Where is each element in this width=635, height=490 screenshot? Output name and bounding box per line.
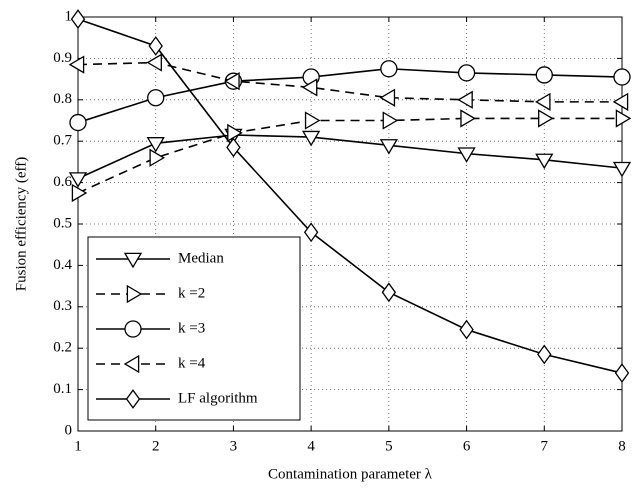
y-tick-label: 0.4 [53, 257, 72, 273]
marker [457, 147, 476, 163]
legend-marker [124, 320, 142, 338]
y-tick-label: 0.5 [53, 215, 72, 231]
legend-label: k =2 [178, 285, 205, 301]
x-tick-label: 5 [385, 438, 393, 454]
marker [535, 153, 554, 170]
y-tick-label: 0.7 [53, 133, 72, 149]
legend-label: Median [178, 250, 224, 266]
series-line [77, 61, 622, 103]
marker [460, 109, 476, 128]
marker [538, 109, 554, 128]
legend-marker [123, 354, 140, 374]
series-line [77, 67, 623, 124]
marker [613, 68, 631, 86]
x-tick-label: 4 [307, 438, 315, 454]
marker [612, 161, 632, 178]
legend-label: k =3 [178, 320, 205, 336]
marker [304, 111, 321, 130]
legend-marker [126, 284, 143, 304]
marker [457, 64, 476, 82]
y-tick-label: 0.6 [53, 174, 72, 190]
marker [148, 36, 163, 56]
series-line [77, 18, 623, 374]
marker [535, 92, 551, 112]
x-tick-label: 8 [618, 438, 626, 454]
marker [68, 172, 88, 188]
marker [226, 137, 241, 158]
marker [68, 55, 85, 74]
y-axis-label: Fusion efficiency (eff) [13, 157, 29, 291]
x-tick-label: 6 [463, 438, 471, 454]
x-tick-label: 3 [230, 438, 238, 454]
marker [70, 9, 86, 29]
series-line [77, 117, 622, 194]
marker [380, 60, 398, 78]
x-axis-label: Contamination parameter λ [268, 466, 433, 482]
marker [615, 109, 632, 128]
legend-label: k =4 [178, 355, 206, 371]
marker [69, 113, 87, 132]
marker [535, 66, 553, 84]
marker [71, 183, 88, 203]
marker [224, 72, 240, 91]
x-tick-label: 2 [152, 438, 160, 454]
marker [537, 344, 552, 365]
marker [459, 319, 474, 340]
y-tick-label: 0.3 [53, 298, 72, 314]
series-line [77, 134, 623, 180]
marker [612, 92, 629, 112]
x-tick-label: 7 [541, 438, 549, 454]
y-tick-label: 0.2 [53, 340, 72, 356]
marker [149, 148, 165, 167]
y-tick-label: 0.8 [53, 91, 72, 107]
legend-label: LF algorithm [178, 390, 258, 406]
marker [303, 222, 319, 243]
y-tick-label: 0.9 [53, 50, 72, 66]
marker [457, 90, 473, 109]
marker [301, 78, 318, 97]
marker [147, 89, 165, 107]
marker [302, 130, 321, 147]
marker [146, 53, 162, 72]
marker [381, 282, 397, 303]
marker [379, 88, 396, 107]
x-tick-label: 1 [74, 438, 82, 454]
marker [382, 111, 399, 130]
legend-marker [125, 389, 141, 409]
marker [146, 137, 165, 153]
y-tick-label: 0.1 [53, 381, 72, 397]
marker [227, 123, 243, 143]
y-tick-label: 0 [65, 422, 73, 438]
legend-marker [123, 252, 143, 269]
marker [614, 363, 630, 383]
plot-frame [77, 16, 623, 432]
marker [379, 139, 398, 155]
y-tick-label: 1 [65, 8, 73, 24]
